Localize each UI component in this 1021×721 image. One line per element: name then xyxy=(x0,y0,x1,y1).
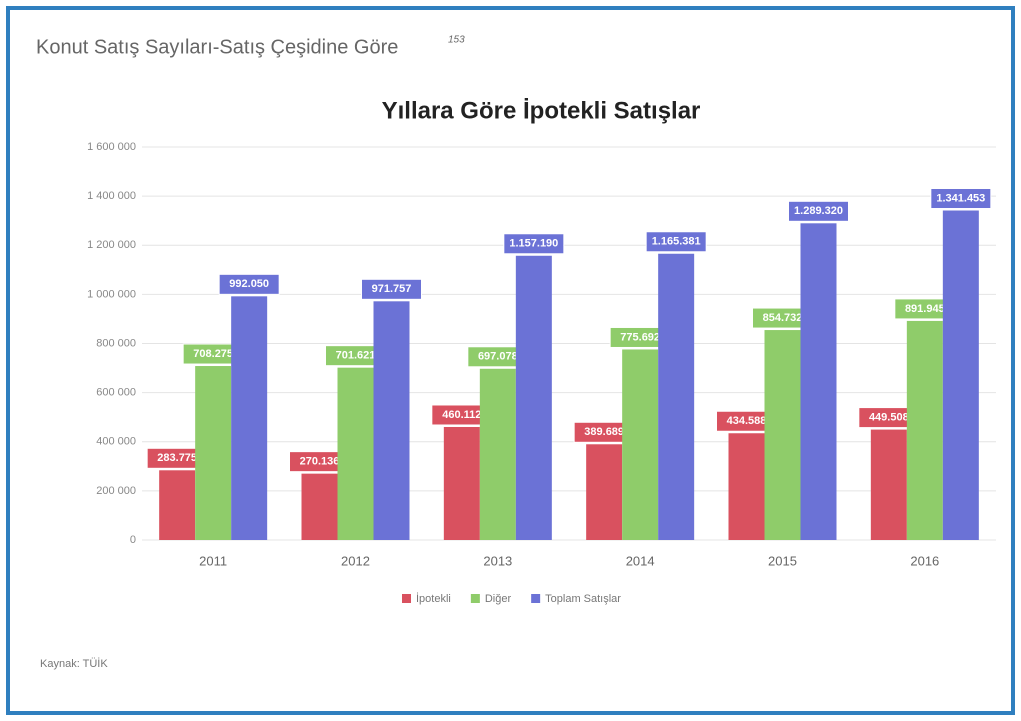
value-label-box xyxy=(218,273,280,295)
y-tick-label: 0 xyxy=(130,534,136,546)
bar xyxy=(515,255,552,541)
value-label-box xyxy=(788,200,849,222)
note: 153 xyxy=(448,35,465,46)
y-tick-label: 1 200 000 xyxy=(87,239,136,251)
value-label: 389.689 xyxy=(584,426,624,438)
bar xyxy=(586,444,623,540)
value-label-box xyxy=(361,278,422,300)
bar xyxy=(764,330,801,540)
x-tick-label: 2015 xyxy=(768,553,797,568)
value-label: 283.775 xyxy=(157,452,197,464)
value-label: 449.508 xyxy=(869,411,909,423)
bar xyxy=(870,429,907,540)
heading: Konut Satış Sayıları-Satış Çeşidine Göre xyxy=(36,36,398,58)
value-label-box xyxy=(930,188,992,210)
bar xyxy=(195,366,232,540)
value-label: 701.621 xyxy=(336,350,376,362)
x-tick-label: 2013 xyxy=(483,553,512,568)
x-tick-label: 2014 xyxy=(626,553,655,568)
bar xyxy=(800,223,837,540)
bar xyxy=(337,367,374,540)
value-label: 971.757 xyxy=(372,283,412,295)
frame xyxy=(6,6,1015,715)
y-tick-label: 600 000 xyxy=(96,387,136,399)
legend-swatch xyxy=(531,594,541,603)
legend-label: İpotekli xyxy=(416,592,451,605)
value-label: 775.692 xyxy=(620,331,660,343)
value-label: 1.157.190 xyxy=(509,238,558,250)
bar xyxy=(231,296,268,540)
value-label-box xyxy=(645,231,707,253)
value-label: 434.588 xyxy=(727,415,767,427)
bar xyxy=(942,210,979,540)
bar xyxy=(373,301,410,540)
value-label: 697.078 xyxy=(478,351,518,363)
value-label: 270.136 xyxy=(300,456,340,468)
value-label: 891.945 xyxy=(905,303,945,315)
value-label: 708.275 xyxy=(193,348,233,360)
legend-swatch xyxy=(402,594,411,603)
y-tick-label: 400 000 xyxy=(96,436,136,448)
bar xyxy=(301,473,338,540)
value-label: 1.289.320 xyxy=(794,205,843,217)
value-label: 992.050 xyxy=(229,278,269,290)
x-tick-label: 2016 xyxy=(910,553,939,568)
value-label: 1.341.453 xyxy=(936,192,985,204)
value-label: 854.732 xyxy=(763,312,803,324)
legend-label: Diğer xyxy=(485,593,512,605)
bar xyxy=(159,470,196,540)
chart-title: Yıllara Göre İpotekli Satışlar xyxy=(382,97,701,124)
legend-swatch xyxy=(470,594,480,603)
y-tick-label: 1 000 000 xyxy=(87,288,136,300)
y-tick-label: 1 400 000 xyxy=(87,190,136,202)
x-tick-label: 2011 xyxy=(199,553,227,568)
value-label: 460.112 xyxy=(442,409,481,421)
legend-label: Toplam Satışlar xyxy=(545,593,621,605)
y-tick-label: 200 000 xyxy=(96,485,136,497)
value-label: 1.165.381 xyxy=(652,236,701,248)
y-tick-label: 800 000 xyxy=(96,337,136,349)
x-tick-label: 2012 xyxy=(341,553,370,568)
bar xyxy=(479,368,516,540)
bar xyxy=(622,349,659,540)
bar xyxy=(658,253,695,540)
value-label-box xyxy=(503,233,565,255)
bar xyxy=(728,433,765,540)
y-tick-label: 1 600 000 xyxy=(87,141,136,153)
bar xyxy=(443,426,480,540)
bar xyxy=(906,320,943,540)
source: Kaynak: TÜİK xyxy=(40,657,108,670)
